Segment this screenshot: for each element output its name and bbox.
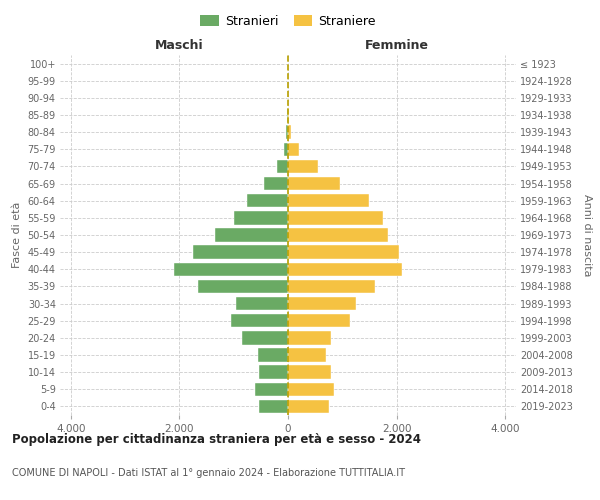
Bar [258, 348, 288, 362]
Bar [215, 228, 288, 241]
Bar [288, 246, 399, 259]
Bar [288, 348, 326, 362]
Bar [288, 382, 334, 396]
Text: COMUNE DI NAPOLI - Dati ISTAT al 1° gennaio 2024 - Elaborazione TUTTITALIA.IT: COMUNE DI NAPOLI - Dati ISTAT al 1° genn… [12, 468, 405, 477]
Bar [288, 177, 340, 190]
Bar [288, 262, 402, 276]
Text: Popolazione per cittadinanza straniera per età e sesso - 2024: Popolazione per cittadinanza straniera p… [12, 432, 421, 446]
Text: Maschi: Maschi [155, 38, 204, 52]
Bar [288, 228, 388, 241]
Bar [288, 211, 383, 224]
Bar [277, 160, 288, 173]
Bar [193, 246, 288, 259]
Bar [259, 400, 288, 413]
Bar [288, 142, 299, 156]
Bar [247, 194, 288, 207]
Bar [174, 262, 288, 276]
Bar [286, 126, 288, 139]
Bar [288, 160, 318, 173]
Bar [231, 314, 288, 328]
Bar [199, 280, 288, 293]
Bar [288, 126, 291, 139]
Bar [288, 314, 350, 328]
Bar [288, 297, 356, 310]
Legend: Stranieri, Straniere: Stranieri, Straniere [196, 11, 380, 32]
Bar [288, 400, 329, 413]
Bar [236, 297, 288, 310]
Bar [259, 366, 288, 379]
Bar [256, 382, 288, 396]
Text: Femmine: Femmine [365, 38, 428, 52]
Bar [288, 331, 331, 344]
Bar [263, 177, 288, 190]
Bar [242, 331, 288, 344]
Y-axis label: Fasce di età: Fasce di età [12, 202, 22, 268]
Bar [234, 211, 288, 224]
Bar [288, 194, 370, 207]
Bar [288, 280, 375, 293]
Bar [288, 366, 331, 379]
Y-axis label: Anni di nascita: Anni di nascita [583, 194, 592, 276]
Bar [284, 142, 288, 156]
